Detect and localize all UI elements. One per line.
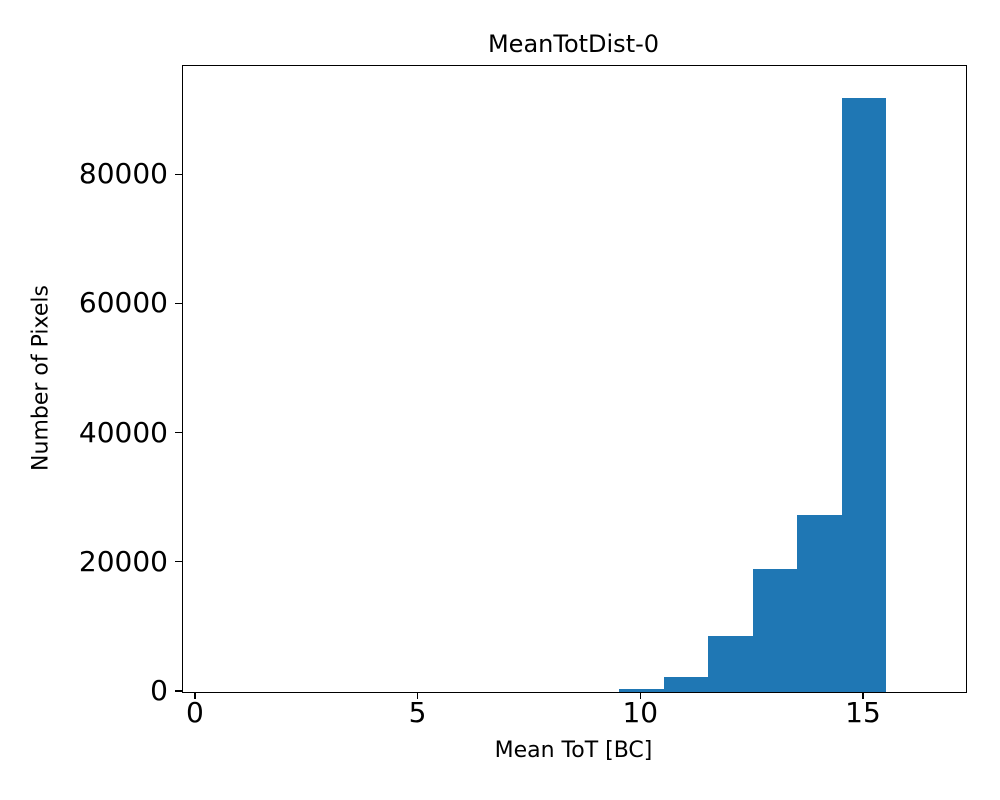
y-tick-mark	[175, 561, 182, 563]
y-tick-label: 60000	[78, 286, 168, 320]
x-axis-label: Mean ToT [BC]	[494, 738, 653, 763]
histogram-bar	[619, 689, 664, 692]
histogram-bar	[752, 569, 798, 692]
y-tick-mark	[175, 173, 182, 175]
histogram-bar	[841, 97, 887, 692]
y-tick-mark	[175, 302, 182, 305]
histogram-bar	[708, 635, 753, 692]
x-tick-mark	[639, 692, 641, 699]
y-tick-label: 0	[150, 674, 168, 707]
x-tick-mark	[194, 692, 196, 699]
x-tick-label: 5	[408, 696, 427, 729]
x-tick-label: 15	[845, 696, 881, 729]
y-tick-label: 40000	[78, 415, 168, 449]
x-tick-label: 10	[622, 696, 659, 729]
y-tick-label: 20000	[78, 544, 168, 578]
x-tick-mark	[416, 692, 419, 699]
y-tick-mark	[175, 690, 182, 692]
chart-title: MeanTotDist-0	[487, 30, 660, 58]
y-tick-label: 80000	[78, 157, 168, 191]
y-tick-mark	[175, 431, 182, 434]
histogram-bar	[797, 515, 842, 692]
x-tick-label: 0	[185, 696, 204, 729]
histogram-bar	[663, 676, 709, 692]
plot-area	[182, 65, 967, 693]
x-tick-mark	[862, 692, 864, 699]
